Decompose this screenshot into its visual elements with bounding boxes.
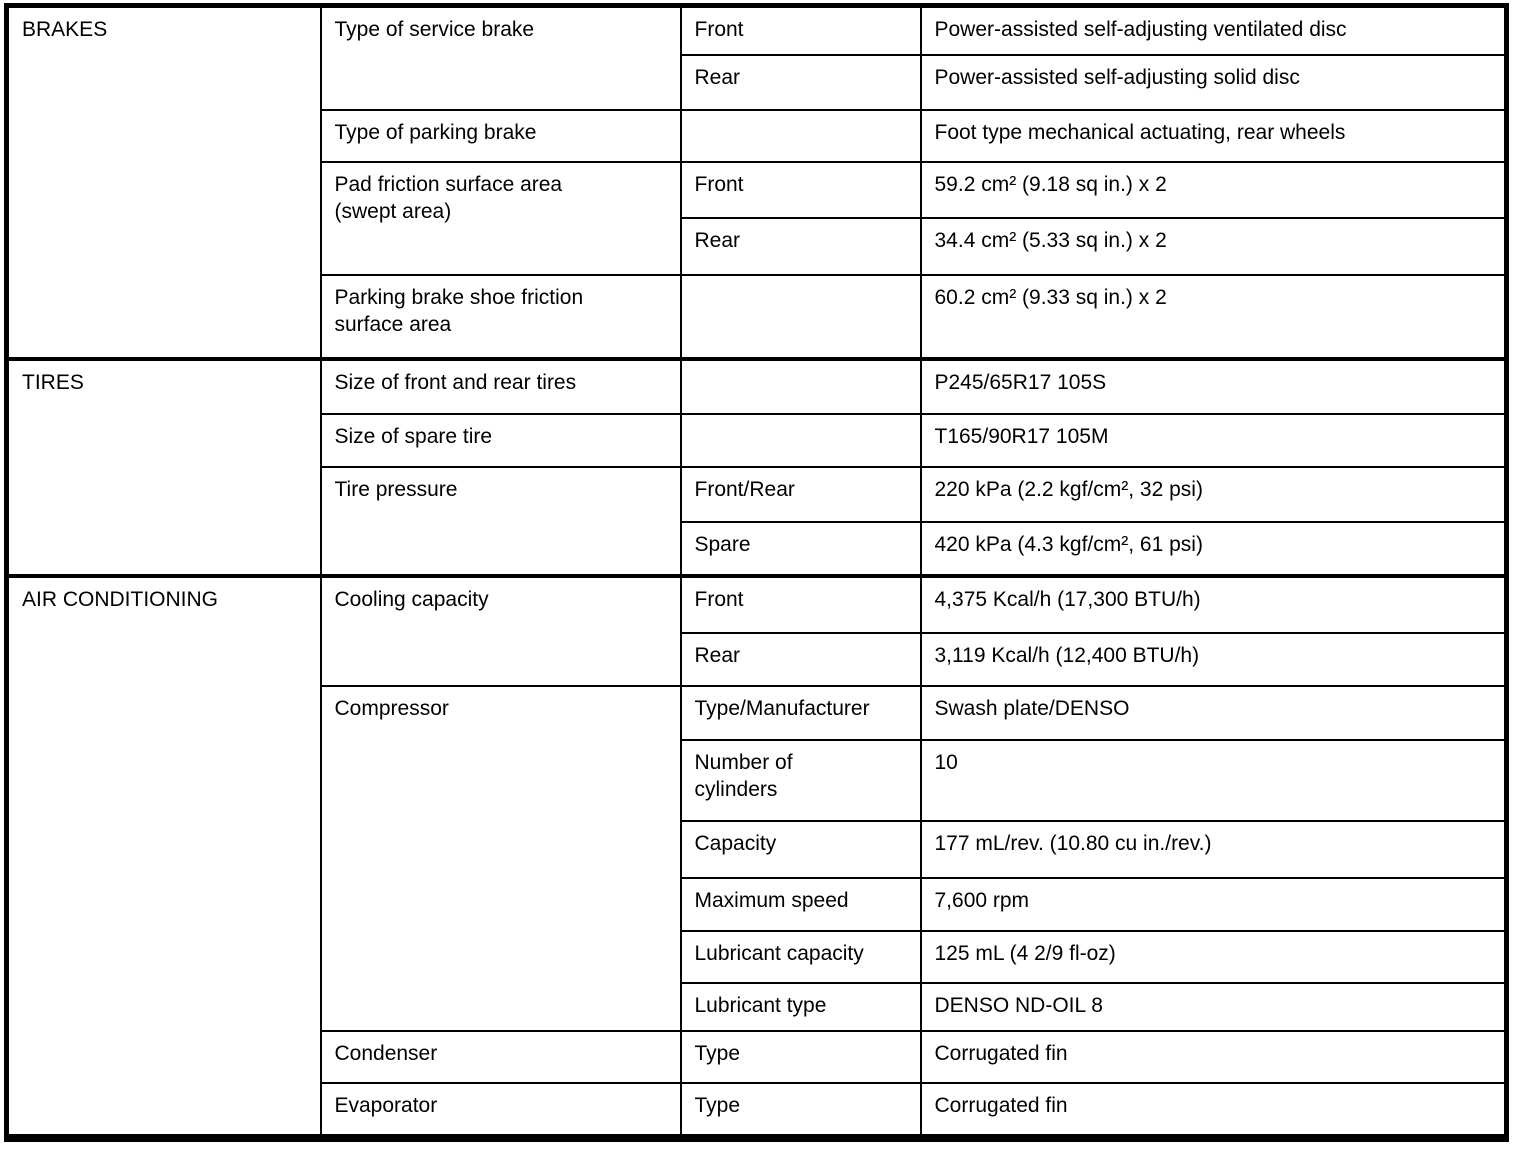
spec-cell: Type of service brake	[319, 4, 682, 111]
table-row: Size of spare tire T165/90R17 105M	[7, 412, 1508, 468]
sub-cell: Front	[679, 160, 922, 219]
table-row: Rear Power-assisted self-adjusting solid…	[7, 53, 1508, 111]
sub-cell: Type	[679, 1029, 922, 1084]
table-row: AIR CONDITIONING Cooling capacity Front …	[5, 573, 1508, 1139]
sub-cell	[679, 273, 922, 360]
spec-cell: Tire pressure	[319, 465, 682, 577]
table-row: Lubricant capacity 125 mL (4 2/9 fl-oz)	[7, 929, 1508, 984]
value-cell: Power-assisted self-adjusting ventilated…	[919, 4, 1508, 56]
spec-cell: Condenser	[319, 1029, 682, 1084]
sub-cell: Lubricant capacity	[679, 929, 922, 984]
value-cell: 420 kPa (4.3 kgf/cm², 61 psi)	[919, 520, 1508, 577]
value-cell: 4,375 Kcal/h (17,300 BTU/h)	[919, 573, 1508, 634]
scanned-spec-document: BRAKES Type of service brake Front Power…	[0, 3, 1520, 1154]
value-cell: 10	[919, 738, 1508, 822]
table-row: Pad friction surface area (swept area) F…	[7, 160, 1508, 276]
table-row: Condenser Type Corrugated fin	[7, 1029, 1508, 1084]
sub-cell: Type/Manufacturer	[679, 684, 922, 741]
value-cell: P245/65R17 105S	[919, 356, 1508, 415]
spec-cell: Evaporator	[319, 1081, 682, 1139]
value-cell: 60.2 cm² (9.33 sq in.) x 2	[919, 273, 1508, 360]
table-row: Evaporator Type Corrugated fin	[7, 1081, 1508, 1139]
sub-cell: Number of cylinders	[679, 738, 922, 822]
spec-cell: Parking brake shoe friction surface area	[319, 273, 682, 360]
value-cell: Power-assisted self-adjusting solid disc	[919, 53, 1508, 111]
table-row: Tire pressure Front/Rear 220 kPa (2.2 kg…	[7, 465, 1508, 577]
category-cell: BRAKES	[5, 4, 322, 360]
value-cell: Corrugated fin	[919, 1029, 1508, 1084]
table-row: Number of cylinders 10	[7, 738, 1508, 822]
vehicle-spec-table: BRAKES Type of service brake Front Power…	[4, 3, 1509, 1142]
table-row: Maximum speed 7,600 rpm	[7, 876, 1508, 932]
table-row: TIRES Size of front and rear tires P245/…	[5, 356, 1508, 577]
value-cell: Swash plate/DENSO	[919, 684, 1508, 741]
spec-cell: Size of spare tire	[319, 412, 682, 468]
sub-cell: Rear	[679, 53, 922, 111]
sub-cell	[679, 412, 922, 468]
category-cell: TIRES	[5, 356, 322, 577]
value-cell: T165/90R17 105M	[919, 412, 1508, 468]
spec-cell: Type of parking brake	[319, 108, 682, 163]
sub-cell: Lubricant type	[679, 981, 922, 1032]
sub-cell: Spare	[679, 520, 922, 577]
value-cell: 34.4 cm² (5.33 sq in.) x 2	[919, 216, 1508, 276]
value-cell: 7,600 rpm	[919, 876, 1508, 932]
table-row: Rear 3,119 Kcal/h (12,400 BTU/h)	[7, 631, 1508, 687]
spec-cell: Compressor	[319, 684, 682, 1032]
sub-cell: Rear	[679, 631, 922, 687]
spec-cell: Cooling capacity	[319, 573, 682, 687]
value-cell: 59.2 cm² (9.18 sq in.) x 2	[919, 160, 1508, 219]
sub-cell: Front	[679, 4, 922, 56]
value-cell: Corrugated fin	[919, 1081, 1508, 1139]
table-row: Type of parking brake Foot type mechanic…	[7, 108, 1508, 163]
table-row: Parking brake shoe friction surface area…	[7, 273, 1508, 360]
spec-cell: Size of front and rear tires	[319, 356, 682, 415]
spec-cell: Pad friction surface area (swept area)	[319, 160, 682, 276]
value-cell: 220 kPa (2.2 kgf/cm², 32 psi)	[919, 465, 1508, 523]
sub-cell: Capacity	[679, 819, 922, 879]
sub-cell: Front	[679, 573, 922, 634]
table-row: Compressor Type/Manufacturer Swash plate…	[7, 684, 1508, 1032]
value-cell: Foot type mechanical actuating, rear whe…	[919, 108, 1508, 163]
table-row: Lubricant type DENSO ND-OIL 8	[7, 981, 1508, 1032]
sub-cell	[679, 356, 922, 415]
table-row: BRAKES Type of service brake Front Power…	[5, 4, 1508, 360]
value-cell: DENSO ND-OIL 8	[919, 981, 1508, 1032]
table-row: Capacity 177 mL/rev. (10.80 cu in./rev.)	[7, 819, 1508, 879]
table-row: Spare 420 kPa (4.3 kgf/cm², 61 psi)	[7, 520, 1508, 577]
value-cell: 3,119 Kcal/h (12,400 BTU/h)	[919, 631, 1508, 687]
value-cell: 125 mL (4 2/9 fl-oz)	[919, 929, 1508, 984]
category-cell: AIR CONDITIONING	[5, 573, 322, 1139]
sub-cell: Front/Rear	[679, 465, 922, 523]
sub-cell	[679, 108, 922, 163]
table-row: Rear 34.4 cm² (5.33 sq in.) x 2	[7, 216, 1508, 276]
sub-cell: Maximum speed	[679, 876, 922, 932]
value-cell: 177 mL/rev. (10.80 cu in./rev.)	[919, 819, 1508, 879]
sub-cell: Rear	[679, 216, 922, 276]
sub-cell: Type	[679, 1081, 922, 1139]
